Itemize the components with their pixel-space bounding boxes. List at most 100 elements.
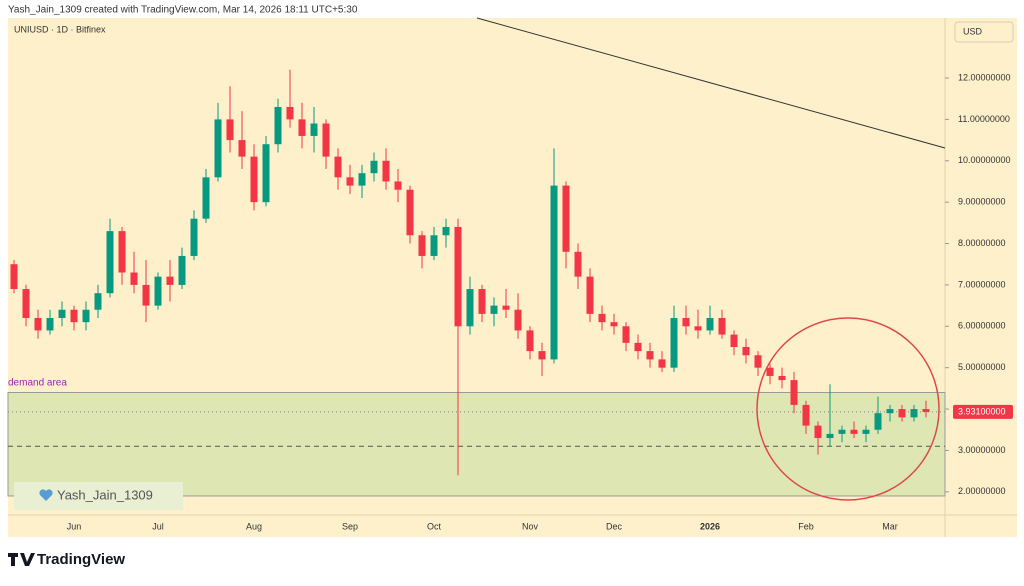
trend-line — [476, 17, 946, 149]
y-tick-label: 11.00000000 — [958, 114, 1010, 124]
candle-body — [454, 226, 462, 327]
heart-icon — [39, 489, 53, 501]
candle-body — [70, 309, 78, 323]
candle-body — [466, 289, 474, 327]
candle-body — [706, 318, 714, 331]
axis-layer: 2.000000003.000000004.000000005.00000000… — [67, 72, 1013, 531]
candle-body — [538, 351, 546, 360]
candle-body — [358, 173, 366, 186]
candle-body — [154, 276, 162, 306]
candle-body — [838, 429, 846, 434]
candle-body — [634, 342, 642, 352]
candle-body — [922, 409, 930, 412]
candle-body — [346, 177, 354, 186]
header: Yash_Jain_1309 created with TradingView.… — [8, 5, 358, 16]
candle-body — [790, 380, 798, 405]
candle-body — [334, 156, 342, 178]
x-tick-label: Jun — [67, 521, 82, 531]
y-tick-label: 5.00000000 — [958, 362, 1006, 372]
symbol-info: UNIUSD · 1D · Bitfinex — [14, 24, 106, 34]
candle-body — [94, 293, 102, 310]
y-tick-label: 3.00000000 — [958, 445, 1006, 455]
candle-body — [718, 318, 726, 335]
candle-body — [406, 189, 414, 236]
candle-body — [826, 433, 834, 439]
candle-body — [754, 355, 762, 368]
candle-body — [898, 409, 906, 418]
last-price-label: 3.93100000 — [958, 406, 1006, 416]
candle-body — [250, 156, 258, 203]
candle-body — [22, 289, 30, 319]
candle-body — [622, 326, 630, 343]
candle-body — [382, 160, 390, 182]
candle-body — [670, 318, 678, 368]
candle-body — [286, 106, 294, 120]
candle-body — [610, 322, 618, 327]
candle-body — [178, 255, 186, 285]
candle-body — [526, 330, 534, 352]
candle-body — [862, 429, 870, 434]
candle-body — [130, 272, 138, 285]
candle-body — [574, 251, 582, 277]
candle-body — [778, 375, 786, 381]
y-tick-label: 12.00000000 — [958, 72, 1011, 82]
candle-body — [478, 289, 486, 314]
candle-body — [238, 140, 246, 157]
currency-box[interactable] — [954, 21, 1014, 43]
candle-body — [490, 305, 498, 314]
x-tick-label: Sep — [342, 521, 358, 531]
candle-body — [262, 144, 270, 203]
candle-body — [766, 367, 774, 376]
candle-body — [502, 305, 510, 310]
candle-body — [82, 309, 90, 323]
x-tick-label: Mar — [882, 521, 898, 531]
candle-body — [166, 276, 174, 285]
candle-body — [370, 160, 378, 174]
currency[interactable]: USD — [963, 26, 983, 36]
candle-body — [850, 429, 858, 434]
candle-body — [910, 409, 918, 418]
zone-label: demand area — [8, 378, 67, 389]
last-price-badge — [953, 404, 1013, 419]
y-tick-label: 8.00000000 — [958, 238, 1006, 248]
candle-body — [658, 359, 666, 368]
y-tick-label: 6.00000000 — [958, 321, 1006, 331]
candle-body — [118, 231, 126, 273]
x-tick-label: Feb — [798, 521, 814, 531]
candle-body — [418, 235, 426, 256]
candle-body — [430, 235, 438, 256]
highlight-circle — [756, 317, 940, 501]
x-tick-label: Oct — [427, 521, 442, 531]
x-tick-label: Dec — [606, 521, 623, 531]
candle-body — [226, 119, 234, 141]
price-axis-background — [945, 18, 1017, 537]
candle-body — [646, 351, 654, 360]
y-tick-label: 7.00000000 — [958, 279, 1006, 289]
x-tick-label: Jul — [152, 521, 164, 531]
candle-body — [310, 123, 318, 136]
candle-body — [322, 123, 330, 157]
candle-body — [802, 404, 810, 426]
candle-layer — [10, 69, 930, 476]
candle-body — [586, 276, 594, 314]
candle-body — [190, 218, 198, 256]
candle-body — [106, 231, 114, 294]
y-tick-label: 2.00000000 — [958, 486, 1006, 496]
candle-body — [562, 185, 570, 252]
candle-body — [886, 409, 894, 414]
candle-body — [214, 119, 222, 178]
brand: TradingView — [37, 551, 125, 568]
candle-body — [10, 264, 18, 290]
candle-body — [298, 119, 306, 136]
x-tick-label: Nov — [522, 521, 539, 531]
candle-body — [142, 284, 150, 306]
watermark: Yash_Jain_1309 — [57, 487, 153, 502]
candle-body — [394, 181, 402, 190]
brand-logo — [8, 553, 35, 566]
x-tick-label: 2026 — [700, 521, 720, 531]
candle-body — [598, 313, 606, 323]
candle-body — [874, 413, 882, 430]
candle-body — [202, 177, 210, 219]
candle-body — [682, 318, 690, 327]
